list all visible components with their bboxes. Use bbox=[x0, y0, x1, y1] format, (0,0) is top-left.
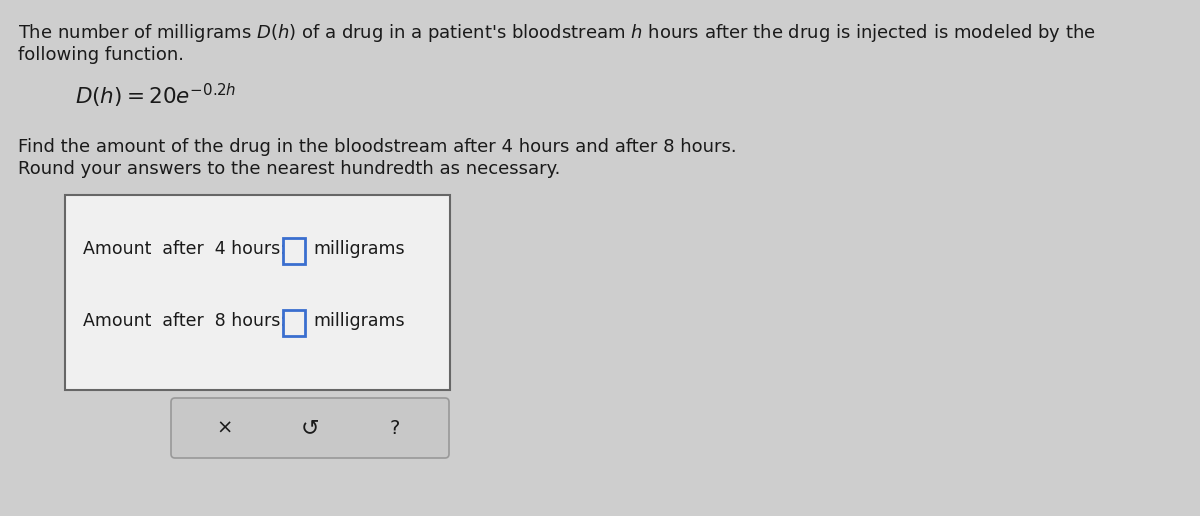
Text: $D\left(h\right)=20e^{-0.2h}$: $D\left(h\right)=20e^{-0.2h}$ bbox=[74, 82, 236, 110]
FancyBboxPatch shape bbox=[283, 310, 305, 336]
Text: following function.: following function. bbox=[18, 46, 184, 64]
Text: Amount  after  8 hours:: Amount after 8 hours: bbox=[83, 312, 286, 330]
Text: Amount  after  4 hours:: Amount after 4 hours: bbox=[83, 240, 286, 258]
Text: Find the amount of the drug in the bloodstream after 4 hours and after 8 hours.: Find the amount of the drug in the blood… bbox=[18, 138, 737, 156]
Text: milligrams: milligrams bbox=[313, 240, 404, 258]
Text: ↺: ↺ bbox=[301, 418, 319, 438]
Text: ×: × bbox=[217, 418, 233, 438]
FancyBboxPatch shape bbox=[172, 398, 449, 458]
Text: milligrams: milligrams bbox=[313, 312, 404, 330]
FancyBboxPatch shape bbox=[65, 195, 450, 390]
FancyBboxPatch shape bbox=[283, 238, 305, 264]
Text: Round your answers to the nearest hundredth as necessary.: Round your answers to the nearest hundre… bbox=[18, 160, 560, 178]
Text: The number of milligrams $D(h)$ of a drug in a patient's bloodstream $h$ hours a: The number of milligrams $D(h)$ of a dru… bbox=[18, 22, 1096, 44]
Text: ?: ? bbox=[390, 418, 400, 438]
